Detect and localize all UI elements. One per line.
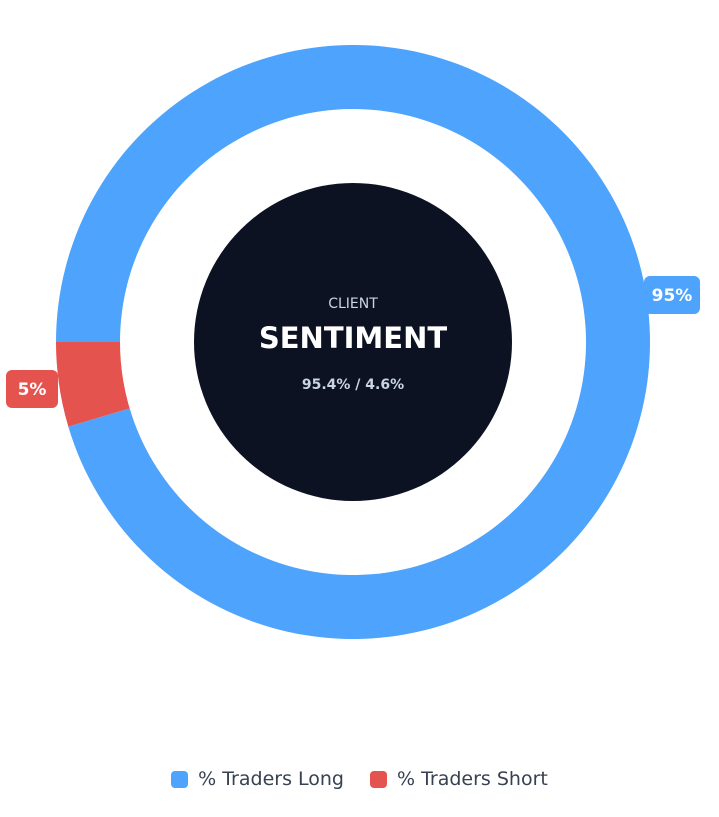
data-labels: 95% 5% xyxy=(6,276,700,408)
data-label-bg-long xyxy=(644,276,700,314)
legend-item-short[interactable]: % Traders Short xyxy=(369,768,548,790)
data-label-short: 5% xyxy=(18,380,47,400)
legend-label-long: % Traders Long xyxy=(198,768,344,790)
donut-slices xyxy=(56,44,650,639)
center-disc xyxy=(194,183,512,501)
legend-swatch-short xyxy=(369,770,387,788)
slice-short[interactable] xyxy=(56,342,130,427)
center-kicker: CLIENT xyxy=(328,296,378,312)
data-label-long: 95% xyxy=(652,286,693,306)
data-label-bg-short xyxy=(6,370,58,408)
center-title: SENTIMENT xyxy=(259,321,447,355)
legend-item-long[interactable]: % Traders Long xyxy=(171,768,344,790)
sentiment-donut-chart: CLIENT SENTIMENT 95.4% / 4.6% 95% 5% xyxy=(6,44,700,639)
chart-legend: % Traders Long % Traders Short xyxy=(0,768,719,790)
legend-label-short: % Traders Short xyxy=(396,768,548,790)
center-ratio: 95.4% / 4.6% xyxy=(302,377,404,393)
legend-swatch-long xyxy=(171,770,189,788)
